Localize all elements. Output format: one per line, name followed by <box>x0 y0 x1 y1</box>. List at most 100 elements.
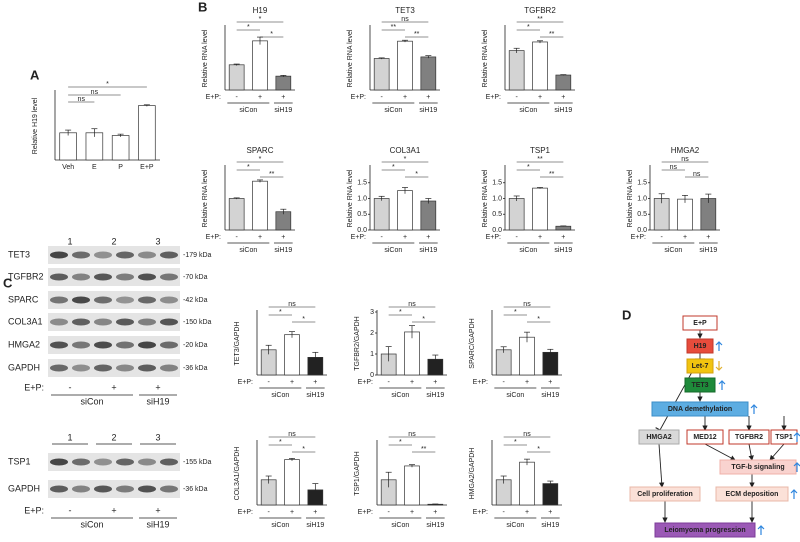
diagram-node <box>686 338 714 354</box>
y-axis-label: TET3/GAPDH <box>234 322 241 366</box>
significance-label: ** <box>269 171 275 178</box>
condition-label: E+P: <box>24 505 44 515</box>
significance-label: * <box>302 446 305 453</box>
condition-label: E+P: <box>631 234 646 241</box>
blot-strip <box>48 268 180 286</box>
y-axis-label: TSP1/GAPDH <box>354 451 361 495</box>
bar <box>519 461 535 506</box>
bar <box>373 58 390 91</box>
protein-label: HMGA2 <box>8 339 40 349</box>
y-tick-label: 2 <box>370 330 374 337</box>
trend-arrow <box>757 525 765 535</box>
x-tick-label: - <box>515 234 518 241</box>
group-label: siCon <box>384 107 402 114</box>
significance-label: * <box>399 439 402 446</box>
group-label: siH19 <box>274 107 292 114</box>
blot-band <box>50 364 68 372</box>
significance-label: * <box>514 309 517 316</box>
x-tick-label: - <box>502 379 505 386</box>
x-tick-label: E+P <box>140 164 154 171</box>
protein-label: TGFBR2 <box>8 271 44 281</box>
bar <box>420 56 437 91</box>
significance-label: ns <box>91 89 99 96</box>
significance-label: * <box>259 156 262 163</box>
y-tick-label: 1.5 <box>492 180 502 187</box>
x-tick-label: + <box>403 234 407 241</box>
blot-band <box>94 296 112 304</box>
significance-label: * <box>270 31 273 38</box>
group-label: siCon <box>271 522 289 529</box>
y-axis-label: COL3A1/GAPDH <box>234 447 241 501</box>
blot-strip <box>48 453 180 471</box>
size-label: -36 kDa <box>183 486 208 493</box>
x-tick-label: - <box>267 509 270 516</box>
size-label: -155 kDa <box>183 459 212 466</box>
blot-band <box>138 273 156 281</box>
blot-strip <box>48 480 180 498</box>
bar <box>228 64 245 91</box>
bar <box>275 211 292 231</box>
condition-label: E+P: <box>486 94 501 101</box>
blot-band <box>160 273 178 281</box>
y-tick-label: 0.0 <box>637 227 647 234</box>
bar <box>519 336 535 376</box>
x-tick-label: + <box>281 234 285 241</box>
x-tick-label: + <box>426 234 430 241</box>
condition: - <box>69 382 72 392</box>
x-tick-label: + <box>561 234 565 241</box>
size-label: -179 kDa <box>183 252 212 259</box>
bar <box>284 334 300 376</box>
blot-band <box>50 318 68 326</box>
x-tick-label: + <box>433 379 437 386</box>
bar <box>404 465 420 506</box>
bar <box>404 331 420 376</box>
significance-label: * <box>247 24 250 31</box>
protein-label: TSP1 <box>8 456 31 466</box>
significance-label: ** <box>537 16 543 23</box>
y-tick-label: 0.5 <box>357 211 367 218</box>
group-label: siCon <box>239 247 257 254</box>
x-tick-label: - <box>235 94 238 101</box>
group-label: siH19 <box>554 247 572 254</box>
chart-title: COL3A1 <box>390 146 421 155</box>
blot-band <box>72 318 90 326</box>
y-tick-label: 0.0 <box>357 227 367 234</box>
node-label: Leiomyoma progression <box>664 527 745 534</box>
diagram-node <box>684 377 716 393</box>
panel-label: D <box>622 307 631 322</box>
condition-label: E+P: <box>358 509 373 516</box>
arrow <box>704 443 736 461</box>
significance-label: * <box>422 316 425 323</box>
blot-band <box>72 341 90 349</box>
significance-label: * <box>404 156 407 163</box>
x-tick-label: + <box>525 509 529 516</box>
condition-label: E+P: <box>351 234 366 241</box>
blot-band <box>94 458 112 466</box>
x-tick-label: + <box>410 509 414 516</box>
significance-label: ns <box>523 431 531 438</box>
bar <box>542 483 559 506</box>
y-axis-label: Relative RNA level <box>627 169 634 227</box>
condition: + <box>155 382 160 392</box>
blot-band <box>50 251 68 259</box>
significance-label: * <box>537 316 540 323</box>
node-label: TGF-b signaling <box>731 464 784 471</box>
x-tick-label: + <box>548 509 552 516</box>
trend-arrow <box>790 489 798 499</box>
y-axis-label: Relative RNA level <box>482 169 489 227</box>
size-label: -70 kDa <box>183 274 208 281</box>
chart-title: SPARC <box>247 146 274 155</box>
blot-band <box>116 318 134 326</box>
significance-label: ns <box>408 301 416 308</box>
trend-arrow <box>715 361 723 371</box>
significance-label: ns <box>288 301 296 308</box>
y-tick-label: 1.5 <box>637 180 647 187</box>
group-label: siCon <box>384 247 402 254</box>
blot-band <box>160 318 178 326</box>
x-tick-label: + <box>290 509 294 516</box>
size-label: -42 kDa <box>183 297 208 304</box>
group-label: siCon <box>506 392 524 399</box>
condition-label: E+P: <box>24 382 44 392</box>
x-tick-label: + <box>290 379 294 386</box>
blot-band <box>138 251 156 259</box>
